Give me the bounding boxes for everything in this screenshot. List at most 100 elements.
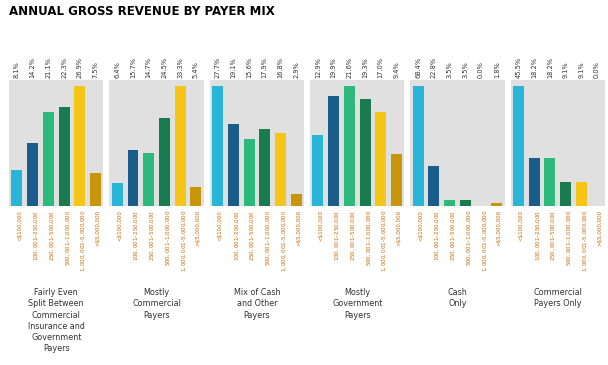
Text: $100,001–$250,000: $100,001–$250,000 (534, 210, 542, 261)
Bar (413, 86, 424, 206)
Bar (259, 129, 270, 206)
Bar (12, 170, 22, 206)
Text: Mostly
Commercial
Payers: Mostly Commercial Payers (132, 288, 181, 319)
Text: $500,001–$1,000,000: $500,001–$1,000,000 (365, 210, 373, 266)
Text: <$100,000: <$100,000 (519, 210, 523, 241)
Text: <$100,000: <$100,000 (318, 210, 323, 241)
Text: 15.7%: 15.7% (130, 57, 136, 78)
Bar (291, 194, 302, 206)
Bar (460, 200, 471, 206)
Bar (228, 123, 239, 206)
Text: $1,000,001–$5,000,000: $1,000,001–$5,000,000 (381, 210, 389, 272)
Text: >$5,000,000: >$5,000,000 (95, 210, 100, 246)
Text: $250,001–$500,000: $250,001–$500,000 (149, 210, 156, 261)
Text: 9.1%: 9.1% (578, 62, 584, 78)
Bar (190, 187, 201, 206)
Text: 26.9%: 26.9% (77, 57, 83, 78)
Text: $100,001–$250,000: $100,001–$250,000 (33, 210, 40, 261)
Text: Mix of Cash
and Other
Payers: Mix of Cash and Other Payers (233, 288, 280, 319)
Text: 17.9%: 17.9% (261, 58, 268, 78)
Text: $500,001–$1,000,000: $500,001–$1,000,000 (164, 210, 172, 266)
Text: >$5,000,000: >$5,000,000 (497, 210, 502, 246)
Text: 9.1%: 9.1% (562, 62, 568, 78)
Bar (90, 173, 101, 206)
Bar (143, 153, 154, 206)
Text: 14.7%: 14.7% (146, 57, 152, 78)
Text: 24.5%: 24.5% (161, 57, 167, 78)
Text: 5.4%: 5.4% (193, 62, 199, 78)
Bar (313, 135, 323, 206)
Text: $250,001–$500,000: $250,001–$500,000 (550, 210, 558, 261)
Bar (275, 134, 286, 206)
Text: 19.1%: 19.1% (230, 58, 237, 78)
Bar (529, 158, 540, 206)
Text: >$5,000,000: >$5,000,000 (597, 210, 602, 246)
Text: 2.9%: 2.9% (293, 62, 299, 78)
Bar (560, 182, 571, 206)
Text: <$100,000: <$100,000 (117, 210, 122, 241)
Bar (444, 200, 455, 206)
Text: ANNUAL GROSS REVENUE BY PAYER MIX: ANNUAL GROSS REVENUE BY PAYER MIX (9, 5, 275, 19)
Text: 19.3%: 19.3% (362, 58, 368, 78)
Text: $100,001–$250,000: $100,001–$250,000 (334, 210, 341, 261)
Text: 21.6%: 21.6% (347, 57, 353, 78)
Bar (174, 86, 185, 206)
Text: <$100,000: <$100,000 (17, 210, 22, 241)
Text: $1,000,001–$5,000,000: $1,000,001–$5,000,000 (180, 210, 188, 272)
Text: $250,001–$500,000: $250,001–$500,000 (249, 210, 257, 261)
Text: 8.1%: 8.1% (14, 62, 20, 78)
Text: $500,001–$1,000,000: $500,001–$1,000,000 (465, 210, 473, 266)
Bar (74, 86, 85, 206)
Text: 27.7%: 27.7% (215, 57, 221, 78)
Text: Cash
Only: Cash Only (447, 288, 468, 308)
Text: 3.5%: 3.5% (447, 62, 453, 78)
Text: 1.8%: 1.8% (494, 62, 500, 78)
Text: $1,000,001–$5,000,000: $1,000,001–$5,000,000 (280, 210, 288, 272)
Text: $250,001–$500,000: $250,001–$500,000 (450, 210, 457, 261)
Text: 7.5%: 7.5% (92, 62, 98, 78)
Bar (545, 158, 556, 206)
Text: 16.8%: 16.8% (277, 57, 283, 78)
Bar (513, 86, 524, 206)
Text: 18.2%: 18.2% (547, 57, 553, 78)
Text: Mostly
Government
Payers: Mostly Government Payers (332, 288, 382, 319)
Bar (244, 139, 255, 206)
Text: 15.6%: 15.6% (246, 57, 252, 78)
Bar (159, 118, 170, 206)
Text: $500,001–$1,000,000: $500,001–$1,000,000 (264, 210, 272, 266)
Text: <$100,000: <$100,000 (418, 210, 423, 241)
Text: >$5,000,000: >$5,000,000 (196, 210, 201, 246)
Text: $100,001–$250,000: $100,001–$250,000 (434, 210, 441, 261)
Bar (27, 143, 38, 206)
Text: 18.2%: 18.2% (531, 57, 537, 78)
Text: $500,001–$1,000,000: $500,001–$1,000,000 (64, 210, 72, 266)
Text: 17.0%: 17.0% (378, 57, 384, 78)
Text: 12.9%: 12.9% (315, 58, 321, 78)
Text: >$5,000,000: >$5,000,000 (296, 210, 301, 246)
Text: 0.0%: 0.0% (594, 62, 600, 78)
Text: <$100,000: <$100,000 (218, 210, 223, 241)
Bar (328, 96, 339, 206)
Bar (429, 166, 440, 206)
Bar (375, 112, 386, 206)
Text: >$5,000,000: >$5,000,000 (396, 210, 401, 246)
Bar (391, 154, 402, 206)
Text: 0.0%: 0.0% (478, 62, 484, 78)
Bar (576, 182, 587, 206)
Text: $1,000,001–$5,000,000: $1,000,001–$5,000,000 (581, 210, 589, 272)
Text: 21.1%: 21.1% (46, 58, 52, 78)
Text: 22.8%: 22.8% (431, 57, 437, 78)
Text: 22.3%: 22.3% (61, 57, 67, 78)
Bar (43, 112, 54, 206)
Text: $500,001–$1,000,000: $500,001–$1,000,000 (565, 210, 573, 266)
Bar (212, 86, 223, 206)
Bar (491, 203, 502, 206)
Bar (344, 86, 355, 206)
Bar (112, 183, 123, 206)
Text: 33.3%: 33.3% (177, 58, 183, 78)
Text: $100,001–$250,000: $100,001–$250,000 (233, 210, 241, 261)
Text: 3.5%: 3.5% (462, 62, 468, 78)
Text: $1,000,001–$5,000,000: $1,000,001–$5,000,000 (80, 210, 88, 272)
Text: $1,000,001–$5,000,000: $1,000,001–$5,000,000 (481, 210, 489, 272)
Bar (359, 99, 370, 206)
